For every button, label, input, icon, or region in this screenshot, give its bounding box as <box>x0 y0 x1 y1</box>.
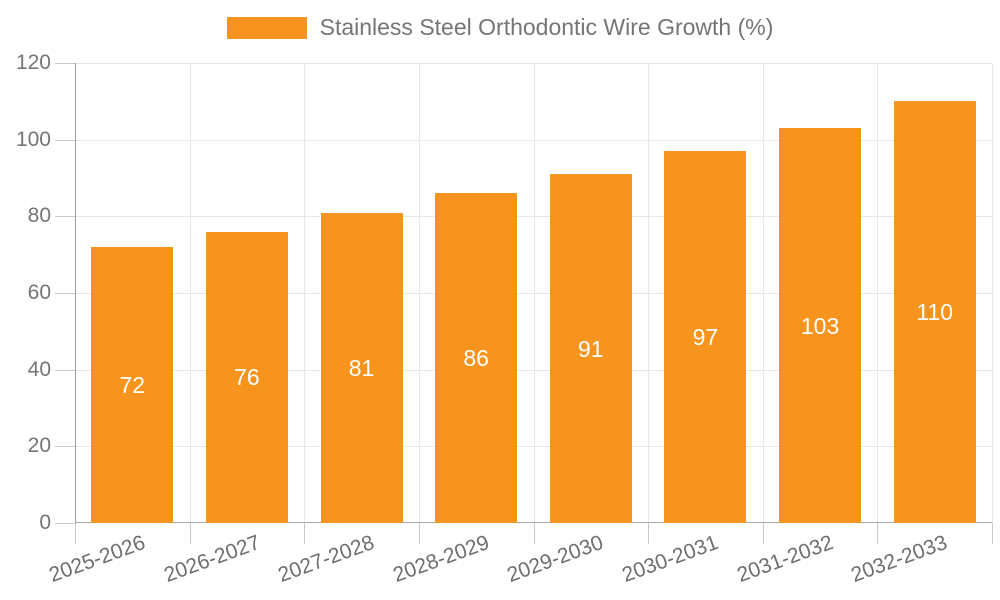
y-axis-label: 60 <box>27 281 51 304</box>
gridline-v <box>877 63 879 523</box>
y-axis-line <box>75 63 76 523</box>
x-axis-label: 2028-2029 <box>389 531 493 587</box>
bar-2030-2031[interactable] <box>664 151 747 523</box>
x-axis-label: 2029-2030 <box>504 531 607 587</box>
x-axis-label: 2032-2033 <box>848 531 951 587</box>
x-axis-label: 2027-2028 <box>275 531 378 587</box>
bar-2025-2026[interactable] <box>91 247 174 523</box>
gridline-v <box>762 63 764 523</box>
bar-2032-2033[interactable] <box>893 101 976 523</box>
y-tick <box>55 369 75 371</box>
y-tick <box>55 63 75 64</box>
x-tick <box>648 523 650 544</box>
bar-2027-2028[interactable] <box>320 212 403 523</box>
x-tick <box>762 523 764 544</box>
gridline-v <box>992 63 993 523</box>
y-tick <box>55 293 75 294</box>
x-tick <box>877 523 879 544</box>
x-axis-label: 2031-2032 <box>733 531 836 587</box>
x-axis-line <box>75 522 992 523</box>
bar-2028-2029[interactable] <box>435 193 518 523</box>
bar-2026-2027[interactable] <box>205 231 288 523</box>
gridline-v <box>304 63 306 523</box>
y-axis-label: 120 <box>15 51 51 74</box>
y-axis-label: 20 <box>27 434 51 458</box>
x-tick <box>992 523 993 544</box>
y-axis-label: 40 <box>27 357 51 381</box>
y-axis-label: 100 <box>15 127 51 151</box>
legend-swatch-icon <box>226 16 307 39</box>
gridline-v <box>533 63 535 523</box>
y-tick <box>55 139 75 141</box>
gridline-v <box>418 63 420 523</box>
x-tick <box>533 523 535 544</box>
gridline-v <box>648 63 650 523</box>
x-tick <box>418 523 420 544</box>
y-axis-label: 0 <box>39 511 51 534</box>
y-axis-label: 80 <box>27 204 51 228</box>
x-axis-label: 2026-2027 <box>160 531 263 587</box>
legend[interactable]: Stainless Steel Orthodontic Wire Growth … <box>0 14 1000 41</box>
y-tick <box>55 446 75 448</box>
plot-area: 0 20 40 60 80 100 120 72 2025-2026 76 2026-2027 81 2… <box>16 51 993 587</box>
y-tick <box>55 216 75 218</box>
x-axis-label: 2025-2026 <box>45 531 149 587</box>
legend-series-label: Stainless Steel Orthodontic Wire Growth … <box>319 14 774 40</box>
gridline-v <box>189 63 191 523</box>
y-tick <box>55 523 75 524</box>
bar-2029-2030[interactable] <box>549 174 632 523</box>
bar-2031-2032[interactable] <box>779 128 862 523</box>
x-tick <box>75 523 76 544</box>
x-tick <box>304 523 306 544</box>
x-tick <box>189 523 191 544</box>
x-axis-label: 2030-2031 <box>619 531 722 587</box>
